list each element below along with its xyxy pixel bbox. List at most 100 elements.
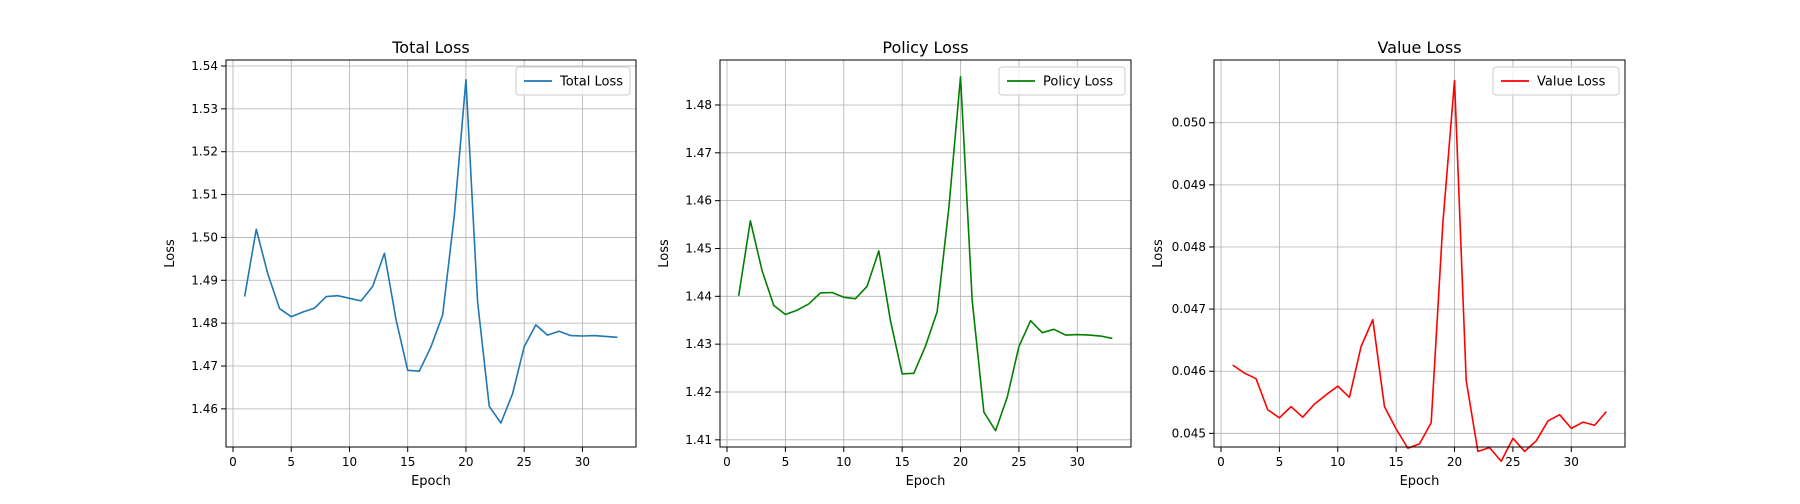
series-line [737,75,1113,432]
x-tick-label: 30 [1070,455,1085,469]
data-point [795,308,799,312]
data-point [1488,446,1492,450]
data-point [1581,420,1585,424]
data-point [1371,318,1375,322]
data-point [1052,328,1056,332]
data-point [406,368,410,372]
legend-label: Total Loss [559,75,623,90]
data-point [784,313,788,317]
y-tick-label: 1.41 [685,433,712,447]
y-tick-label: 1.47 [685,146,712,160]
data-point [418,369,422,373]
x-tick-label: 10 [342,455,357,469]
data-point [616,335,620,339]
data-point [289,315,293,319]
data-point [604,335,608,339]
x-tick-label: 30 [575,455,590,469]
data-point [1453,79,1457,83]
x-tick-label: 5 [782,455,790,469]
data-point [1029,319,1033,323]
data-point [1418,442,1422,446]
axes-frame [225,59,637,448]
chart-panel-1: 0 5 10 15 20 25 30 1.46 1.47 1.48 1.49 1.50 1.51 1.52… [163,38,637,489]
x-tick-label: 25 [1011,455,1026,469]
data-point [476,300,480,304]
data-point [1523,450,1527,454]
axes-frame [719,59,1132,448]
data-point [1511,437,1515,441]
legend-box [515,66,631,96]
y-tick-label: 1.47 [191,359,218,373]
data-point [889,319,893,323]
data-point [807,302,811,306]
chart-panel-3: 0 5 10 15 20 25 30 0.045 0.046 0.047 0.048 0.049 0.0… [1151,38,1626,489]
x-axis-label: Epoch [1400,474,1440,489]
data-point [749,219,753,223]
data-point [1254,377,1258,381]
x-axis-label: Epoch [906,474,946,489]
data-point [254,227,258,231]
x-tick-label: 5 [1276,455,1284,469]
data-point [760,269,764,273]
data-point [1266,408,1270,412]
data-point [1546,419,1550,423]
data-point [854,297,858,301]
chart-title: Total Loss [391,38,470,57]
y-tick-label: 1.50 [191,230,218,244]
series-line [243,78,618,424]
data-point [1359,345,1363,349]
data-point [1348,396,1352,400]
data-point [900,372,904,376]
data-point [1441,222,1445,226]
chart-title: Value Loss [1377,38,1461,57]
data-point [278,307,282,311]
y-tick-label: 0.045 [1172,426,1206,440]
data-point [959,75,963,79]
data-point [1111,337,1115,341]
y-tick-label: 1.43 [685,337,712,351]
y-tick-label: 0.047 [1172,302,1206,316]
data-point [557,329,561,333]
legend-label: Value Loss [1537,75,1606,90]
data-point [1289,405,1293,409]
y-tick-label: 1.46 [191,402,218,416]
data-point [1593,423,1597,427]
data-point [348,296,352,300]
data-point [1040,331,1044,335]
data-point [1017,345,1021,349]
data-point [1087,333,1091,337]
chart-panel-2: 0 5 10 15 20 25 30 1.41 1.42 1.43 1.44 1.45 1.46 1.47… [657,38,1132,489]
data-point [1383,405,1387,409]
data-point [581,334,585,338]
data-point [947,206,951,210]
data-point [865,284,869,288]
data-point [1464,379,1468,383]
data-point [592,334,596,338]
y-tick-label: 0.049 [1172,178,1206,192]
x-tick-label: 15 [400,455,415,469]
axes-frame [1213,59,1626,448]
y-tick-label: 1.52 [191,145,218,159]
data-point [1499,459,1503,463]
data-point [1429,421,1433,425]
legend-box [1492,66,1620,96]
data-point [772,304,776,308]
data-point [441,313,445,317]
y-tick-label: 0.050 [1172,116,1206,130]
data-point [842,295,846,299]
y-tick-label: 1.53 [191,102,218,116]
x-tick-label: 10 [1330,455,1345,469]
data-point [487,404,491,408]
series-line [1232,79,1607,463]
data-point [266,272,270,276]
data-point [243,295,247,299]
data-point [1324,393,1328,397]
data-point [1476,450,1480,454]
y-tick-label: 1.49 [191,273,218,287]
y-tick-label: 1.51 [191,188,218,202]
data-point [1231,363,1235,367]
data-point [819,291,823,295]
legend-box [998,66,1126,96]
x-tick-label: 20 [458,455,473,469]
